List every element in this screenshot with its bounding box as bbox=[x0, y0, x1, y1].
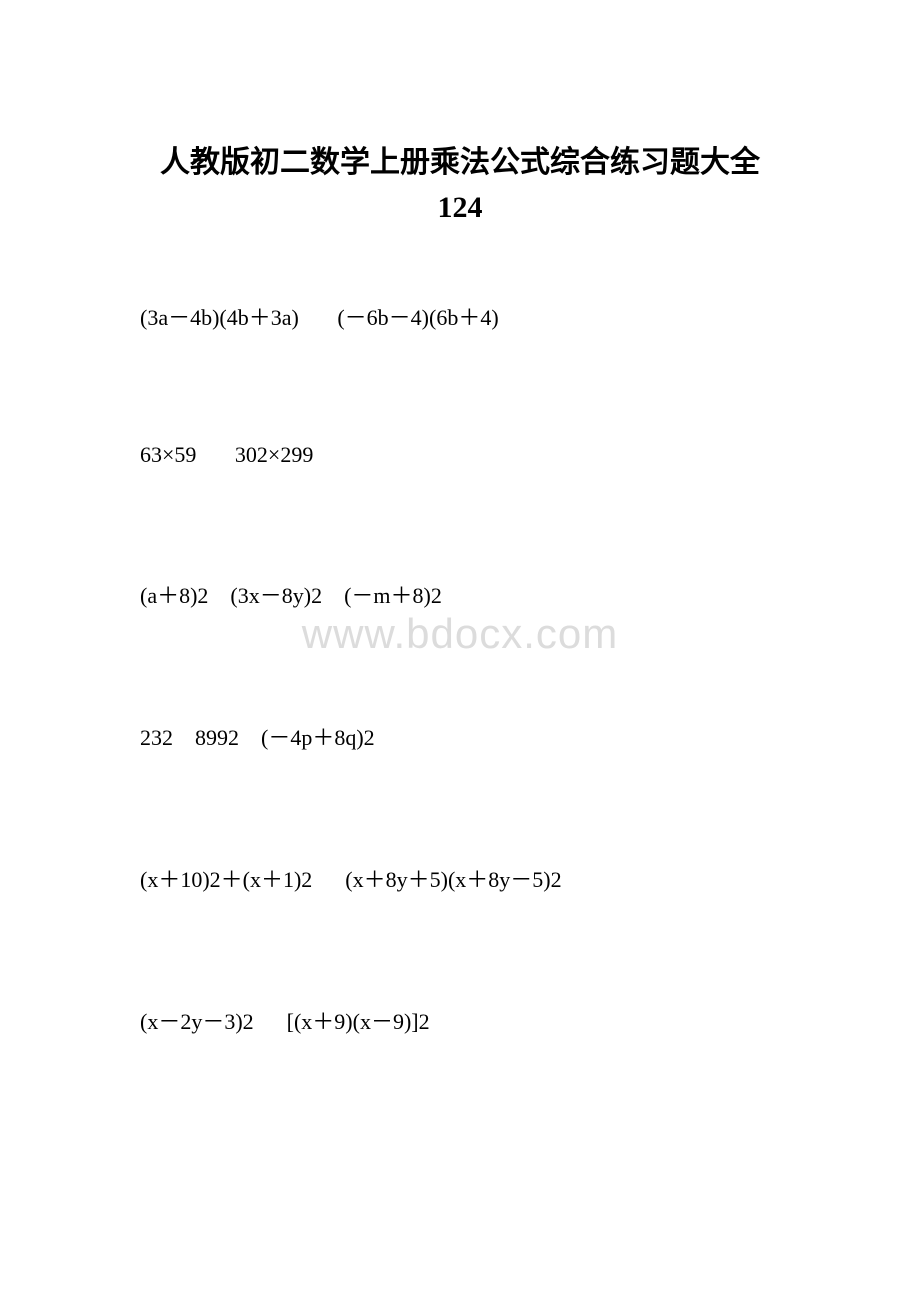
problem-row-1: (3a－4b)(4b＋3a) (－6b－4)(6b＋4) bbox=[140, 300, 780, 332]
problem-row-6: (x－2y－3)2 [(x＋9)(x－9)]2 bbox=[140, 1004, 780, 1036]
problem-row-2: 63×59 302×299 bbox=[140, 442, 780, 468]
document-content: 人教版初二数学上册乘法公式综合练习题大全 124 (3a－4b)(4b＋3a) … bbox=[140, 140, 780, 1036]
problem-row-3: (a＋8)2 (3x－8y)2 (－m＋8)2 bbox=[140, 578, 780, 610]
problem-row-5: (x＋10)2＋(x＋1)2 (x＋8y＋5)(x＋8y－5)2 bbox=[140, 862, 780, 894]
title-line-1: 人教版初二数学上册乘法公式综合练习题大全 bbox=[160, 146, 760, 179]
title-line-2: 124 bbox=[438, 191, 483, 224]
problem-row-4: 232 8992 (－4p＋8q)2 bbox=[140, 720, 780, 752]
document-title: 人教版初二数学上册乘法公式综合练习题大全 124 bbox=[140, 140, 780, 230]
